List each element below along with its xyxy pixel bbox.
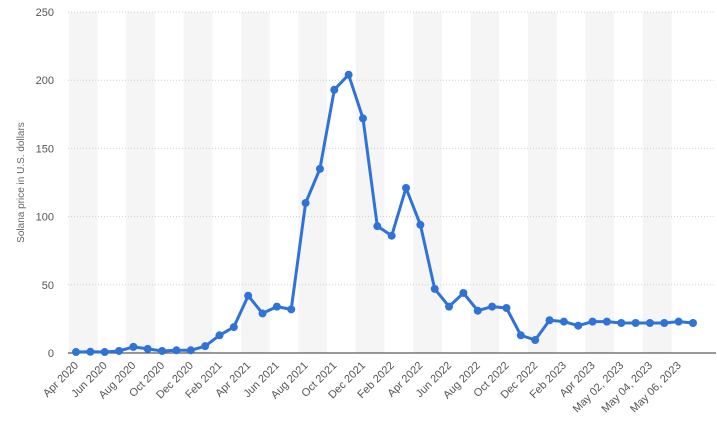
data-point[interactable] xyxy=(617,318,626,327)
x-tick-label: May 06, 2023 xyxy=(628,360,684,416)
data-point[interactable] xyxy=(430,284,439,293)
data-point[interactable] xyxy=(387,231,396,240)
band xyxy=(183,12,213,353)
band xyxy=(585,12,615,353)
data-point[interactable] xyxy=(229,323,238,332)
data-point[interactable] xyxy=(559,317,568,326)
data-point[interactable] xyxy=(631,318,640,327)
data-points xyxy=(72,70,697,357)
data-point[interactable] xyxy=(445,302,454,311)
data-point[interactable] xyxy=(473,306,482,315)
data-point[interactable] xyxy=(574,321,583,330)
data-point[interactable] xyxy=(645,318,654,327)
data-point[interactable] xyxy=(72,348,80,357)
data-point[interactable] xyxy=(186,346,195,355)
data-point[interactable] xyxy=(344,70,353,79)
y-tick-label: 150 xyxy=(36,143,54,155)
band xyxy=(68,12,98,353)
data-point[interactable] xyxy=(244,291,253,300)
data-point[interactable] xyxy=(315,164,324,173)
data-point[interactable] xyxy=(459,288,468,297)
y-tick-label: 200 xyxy=(36,75,54,87)
data-point[interactable] xyxy=(402,183,411,192)
data-point[interactable] xyxy=(660,318,669,327)
data-point[interactable] xyxy=(272,302,281,311)
data-point[interactable] xyxy=(689,318,697,327)
gridlines xyxy=(68,11,716,286)
y-axis-label: Solana price in U.S. dollars xyxy=(16,122,27,243)
data-point[interactable] xyxy=(674,317,683,326)
y-axis-ticks: 0 50 100 150 200 250 xyxy=(36,7,54,360)
data-point[interactable] xyxy=(330,85,339,94)
data-point[interactable] xyxy=(488,302,497,311)
data-point[interactable] xyxy=(143,344,152,353)
data-point[interactable] xyxy=(502,303,511,312)
data-point[interactable] xyxy=(115,346,124,355)
y-tick-label: 0 xyxy=(48,348,54,360)
y-tick-label: 250 xyxy=(36,7,54,19)
data-point[interactable] xyxy=(531,336,540,345)
data-point[interactable] xyxy=(287,305,296,314)
data-point[interactable] xyxy=(588,317,597,326)
band xyxy=(470,12,500,353)
data-point[interactable] xyxy=(172,346,181,355)
y-tick-label: 50 xyxy=(42,280,54,292)
band xyxy=(126,12,155,353)
data-point[interactable] xyxy=(215,331,224,340)
data-point[interactable] xyxy=(301,198,310,207)
data-point[interactable] xyxy=(158,346,167,355)
y-tick-label: 100 xyxy=(36,212,54,224)
band xyxy=(642,12,672,353)
data-point[interactable] xyxy=(258,309,267,318)
data-point[interactable] xyxy=(358,114,367,123)
data-point[interactable] xyxy=(516,331,525,340)
band xyxy=(527,12,557,353)
data-point[interactable] xyxy=(373,222,382,231)
data-point[interactable] xyxy=(416,220,425,229)
data-point[interactable] xyxy=(129,342,138,351)
band xyxy=(413,12,442,353)
data-point[interactable] xyxy=(86,347,95,356)
data-point[interactable] xyxy=(100,348,109,357)
data-point[interactable] xyxy=(545,316,554,325)
data-point[interactable] xyxy=(602,317,611,326)
data-point[interactable] xyxy=(201,342,210,351)
